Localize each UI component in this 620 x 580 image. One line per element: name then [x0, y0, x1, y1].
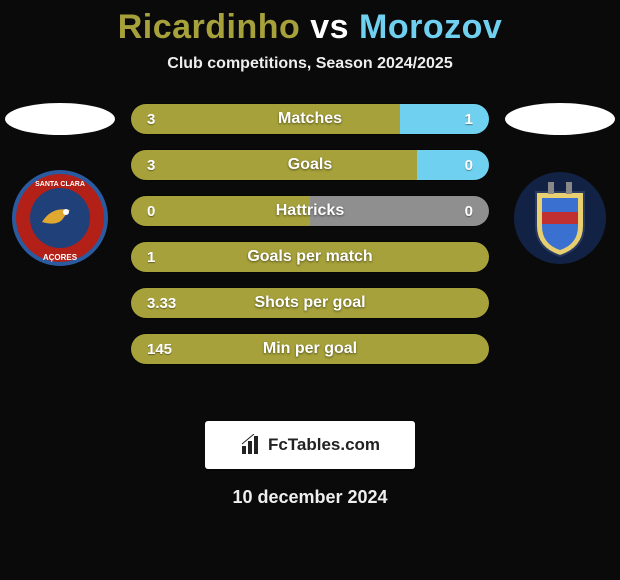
stat-left-value: 0: [147, 203, 155, 220]
crest-text-top: SANTA CLARA: [35, 181, 85, 188]
right-crest: [512, 170, 608, 266]
stat-left-value: 3: [147, 157, 155, 174]
stat-left-segment: 145: [131, 334, 489, 364]
stat-row: 31Matches: [130, 103, 490, 135]
left-ellipse: [5, 103, 115, 135]
stat-row: 00Hattricks: [130, 195, 490, 227]
date-text: 10 december 2024: [0, 487, 620, 508]
right-team-column: [500, 103, 620, 266]
subtitle: Club competitions, Season 2024/2025: [0, 55, 620, 73]
stat-bars: 31Matches30Goals00Hattricks1Goals per ma…: [130, 103, 490, 365]
stat-right-segment: 1: [400, 104, 490, 134]
right-ellipse: [505, 103, 615, 135]
stat-right-segment: 0: [310, 196, 489, 226]
site-badge: FcTables.com: [205, 421, 415, 469]
stat-left-value: 1: [147, 249, 155, 266]
site-name: FcTables.com: [268, 435, 380, 455]
stat-left-value: 145: [147, 341, 172, 358]
stat-left-segment: 3: [131, 104, 400, 134]
page-title: Ricardinho vs Morozov: [0, 0, 620, 47]
chart-icon: [240, 434, 262, 456]
crest-text-bottom: AÇORES: [43, 253, 78, 262]
stat-right-value: 0: [465, 203, 473, 220]
stat-row: 1Goals per match: [130, 241, 490, 273]
left-crest-svg: SANTA CLARA AÇORES: [12, 170, 108, 266]
title-vs: vs: [310, 8, 349, 46]
comparison-panel: SANTA CLARA AÇORES 31Matches30Goals00Hat…: [0, 103, 620, 403]
stat-right-value: 0: [465, 157, 473, 174]
stat-right-value: 1: [465, 111, 473, 128]
stat-left-value: 3.33: [147, 295, 176, 312]
stat-row: 30Goals: [130, 149, 490, 181]
left-team-column: SANTA CLARA AÇORES: [0, 103, 120, 266]
right-crest-svg: [512, 170, 608, 266]
stat-row: 145Min per goal: [130, 333, 490, 365]
title-player1: Ricardinho: [118, 8, 301, 46]
left-crest: SANTA CLARA AÇORES: [12, 170, 108, 266]
title-player2: Morozov: [359, 8, 502, 46]
stat-left-segment: 3.33: [131, 288, 489, 318]
stat-row: 3.33Shots per goal: [130, 287, 490, 319]
stat-left-segment: 3: [131, 150, 417, 180]
stat-right-segment: 0: [417, 150, 489, 180]
stat-left-value: 3: [147, 111, 155, 128]
stat-left-segment: 0: [131, 196, 310, 226]
stat-left-segment: 1: [131, 242, 489, 272]
